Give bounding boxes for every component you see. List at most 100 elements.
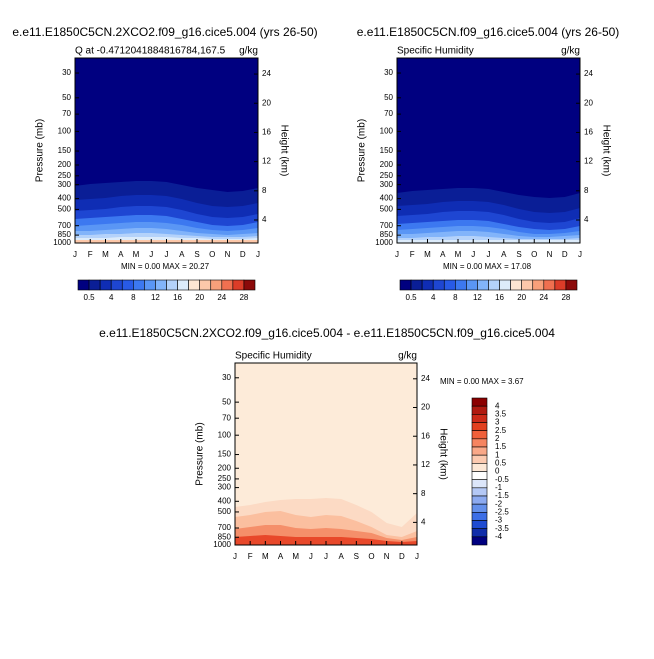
y-tick-label: 30 — [222, 373, 231, 382]
x-tick-label: F — [248, 552, 253, 561]
colorbar-box — [432, 279, 445, 291]
colorbar-box — [243, 279, 256, 291]
colorbar-label: 28 — [561, 293, 570, 302]
colorbar-box — [554, 279, 567, 291]
colorbar-box — [471, 446, 488, 456]
x-tick-label: M — [455, 250, 462, 259]
x-tick-label: A — [501, 250, 507, 259]
y-axis-label: Pressure (mb) — [357, 119, 368, 182]
x-tick-label: J — [578, 250, 582, 259]
y-tick-label: 300 — [58, 180, 72, 189]
y2-tick-label: 4 — [584, 215, 589, 224]
y-tick-label: 70 — [384, 109, 393, 118]
x-tick-label: A — [179, 250, 185, 259]
colorbar-box — [565, 279, 578, 291]
x-tick-label: J — [309, 552, 313, 561]
y-tick-label: 50 — [62, 93, 71, 102]
x-tick-label: J — [73, 250, 77, 259]
colorbar-box — [521, 279, 534, 291]
y2-tick-label: 12 — [262, 157, 271, 166]
y2-tick-label: 24 — [421, 374, 430, 383]
colorbar-label: -0.5 — [495, 475, 509, 484]
x-tick-label: O — [368, 552, 374, 561]
y-tick-label: 400 — [58, 194, 72, 203]
units-label: g/kg — [239, 46, 258, 57]
y2-axis-label: Height (km) — [437, 428, 448, 480]
y-tick-label: 100 — [380, 127, 394, 136]
y2-tick-label: 16 — [262, 128, 271, 137]
colorbar-label: 20 — [195, 293, 204, 302]
colorbar-label: -3 — [495, 516, 503, 525]
x-tick-label: N — [384, 552, 390, 561]
y2-tick-label: 12 — [584, 157, 593, 166]
panel-title: e.e11.E1850C5CN.2XCO2.f09_g16.cice5.004 … — [12, 25, 317, 39]
x-tick-label: A — [118, 250, 124, 259]
x-tick-label: J — [233, 552, 237, 561]
y-tick-label: 250 — [380, 171, 394, 180]
colorbar-box — [532, 279, 545, 291]
colorbar-box — [466, 279, 478, 291]
colorbar-label: 2 — [495, 434, 500, 443]
y-tick-label: 300 — [380, 180, 394, 189]
colorbar-label: 16 — [495, 293, 504, 302]
x-tick-label: J — [487, 250, 491, 259]
y2-tick-label: 4 — [421, 517, 426, 526]
colorbar-label: -1 — [495, 483, 503, 492]
y2-tick-label: 16 — [584, 128, 593, 137]
x-tick-label: J — [324, 552, 328, 561]
panel-subtitle: Specific Humidity — [235, 351, 312, 362]
colorbar-label: 4 — [109, 293, 114, 302]
colorbar-label: 0 — [495, 467, 500, 476]
y-tick-label: 50 — [222, 397, 231, 406]
colorbar-box — [471, 503, 488, 513]
colorbar-label: 0.5 — [84, 293, 96, 302]
x-tick-label: M — [292, 552, 299, 561]
colorbar-label: 8 — [453, 293, 458, 302]
x-tick-label: D — [562, 250, 568, 259]
colorbar-box — [471, 471, 488, 480]
y2-tick-label: 8 — [421, 489, 426, 498]
x-tick-label: F — [410, 250, 415, 259]
y2-tick-label: 20 — [262, 98, 271, 107]
colorbar-box — [421, 279, 434, 291]
panel-title: e.e11.E1850C5CN.f09_g16.cice5.004 (yrs 2… — [357, 25, 620, 39]
x-tick-label: M — [424, 250, 431, 259]
x-tick-label: M — [133, 250, 140, 259]
min-max-stats: MIN = 0.00 MAX = 17.08 — [443, 262, 532, 271]
colorbar-box — [471, 463, 488, 472]
y-tick-label: 500 — [380, 205, 394, 214]
colorbar-label: 4 — [495, 401, 500, 410]
colorbar-box — [221, 279, 234, 291]
x-tick-label: J — [149, 250, 153, 259]
y-tick-label: 500 — [218, 507, 232, 516]
units-label: g/kg — [561, 46, 580, 57]
colorbar-box — [166, 279, 178, 291]
y-tick-label: 50 — [384, 93, 393, 102]
y-tick-label: 400 — [380, 194, 394, 203]
y-tick-label: 150 — [218, 450, 232, 459]
y2-tick-label: 8 — [262, 186, 267, 195]
x-tick-label: J — [256, 250, 260, 259]
colorbar-box — [471, 487, 488, 497]
colorbar-label: 28 — [239, 293, 248, 302]
x-tick-label: J — [415, 552, 419, 561]
colorbar-label: 24 — [217, 293, 226, 302]
x-tick-label: N — [547, 250, 553, 259]
colorbar-label: -4 — [495, 532, 503, 541]
y-tick-label: 200 — [58, 160, 72, 169]
x-tick-label: J — [395, 250, 399, 259]
colorbar-box — [471, 422, 488, 431]
colorbar-box — [471, 512, 488, 521]
colorbar-box — [133, 279, 145, 291]
y-axis-label: Pressure (mb) — [195, 422, 206, 485]
y-tick-label: 1000 — [213, 540, 231, 549]
y-tick-label: 200 — [218, 463, 232, 472]
y-tick-label: 700 — [380, 221, 394, 230]
y-tick-label: 1000 — [53, 238, 71, 247]
colorbar-box — [488, 279, 500, 291]
colorbar-label: 1.5 — [495, 442, 507, 451]
colorbar-box — [232, 279, 245, 291]
y-tick-label: 100 — [218, 430, 232, 439]
min-max-stats: MIN = 0.00 MAX = 20.27 — [121, 262, 210, 271]
